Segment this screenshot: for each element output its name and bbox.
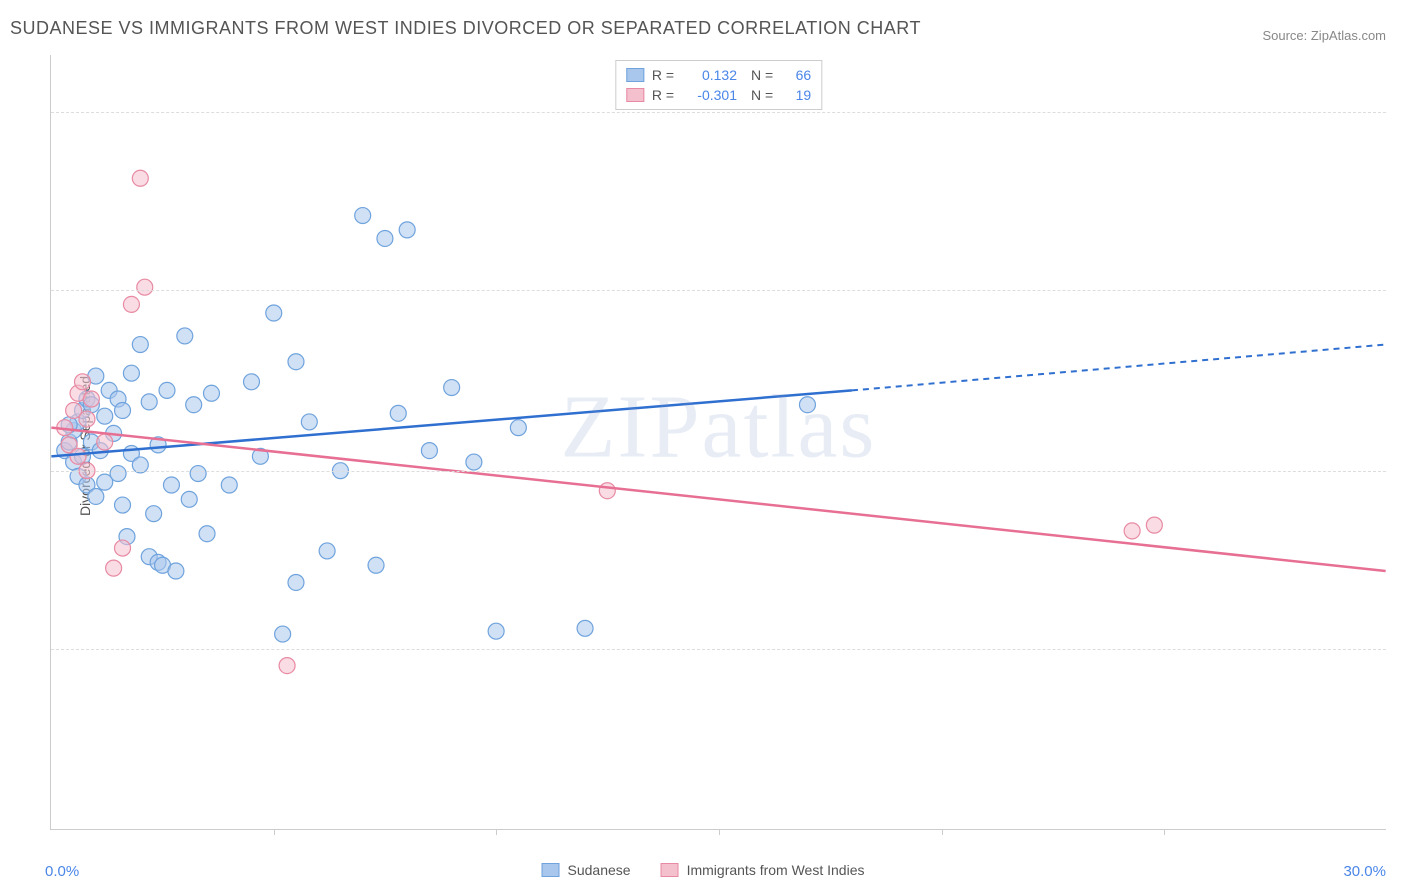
correlation-legend: R = 0.132 N = 66 R = -0.301 N = 19 — [615, 60, 822, 110]
data-point — [1146, 517, 1162, 533]
x-axis-min-label: 0.0% — [45, 863, 79, 880]
chart-container: SUDANESE VS IMMIGRANTS FROM WEST INDIES … — [0, 0, 1406, 892]
legend-item: Sudanese — [542, 862, 631, 878]
source-attribution: Source: ZipAtlas.com — [1262, 28, 1386, 43]
data-point — [488, 623, 504, 639]
data-point — [421, 443, 437, 459]
data-point — [399, 222, 415, 238]
data-point — [510, 420, 526, 436]
chart-svg — [51, 55, 1386, 829]
gridline — [51, 649, 1386, 650]
x-tick — [1164, 829, 1165, 835]
data-point — [181, 491, 197, 507]
x-tick — [719, 829, 720, 835]
data-point — [221, 477, 237, 493]
n-label: N = — [751, 87, 773, 103]
data-point — [146, 506, 162, 522]
data-point — [377, 230, 393, 246]
trend-line — [51, 390, 852, 456]
legend-swatch — [542, 863, 560, 877]
n-value: 19 — [781, 87, 811, 103]
legend-swatch — [626, 88, 644, 102]
data-point — [599, 483, 615, 499]
trend-line — [51, 428, 1385, 571]
trend-line-extrapolated — [852, 345, 1386, 391]
data-point — [288, 574, 304, 590]
data-point — [115, 497, 131, 513]
data-point — [115, 540, 131, 556]
data-point — [577, 620, 593, 636]
data-point — [106, 560, 122, 576]
legend-label: Immigrants from West Indies — [687, 862, 865, 878]
data-point — [83, 391, 99, 407]
r-label: R = — [652, 87, 674, 103]
data-point — [199, 526, 215, 542]
data-point — [137, 279, 153, 295]
data-point — [123, 296, 139, 312]
x-tick — [496, 829, 497, 835]
data-point — [163, 477, 179, 493]
data-point — [97, 434, 113, 450]
data-point — [301, 414, 317, 430]
series-legend: Sudanese Immigrants from West Indies — [542, 862, 865, 878]
legend-stat-row: R = -0.301 N = 19 — [626, 85, 811, 105]
data-point — [132, 337, 148, 353]
data-point — [75, 374, 91, 390]
chart-title: SUDANESE VS IMMIGRANTS FROM WEST INDIES … — [10, 18, 921, 39]
legend-swatch — [626, 68, 644, 82]
data-point — [279, 658, 295, 674]
data-point — [799, 397, 815, 413]
data-point — [390, 405, 406, 421]
data-point — [275, 626, 291, 642]
data-point — [132, 170, 148, 186]
data-point — [466, 454, 482, 470]
data-point — [444, 380, 460, 396]
x-axis-max-label: 30.0% — [1343, 863, 1386, 880]
legend-swatch — [661, 863, 679, 877]
r-value: -0.301 — [682, 87, 737, 103]
data-point — [97, 408, 113, 424]
data-point — [288, 354, 304, 370]
data-point — [88, 488, 104, 504]
data-point — [159, 382, 175, 398]
data-point — [177, 328, 193, 344]
data-point — [1124, 523, 1140, 539]
gridline — [51, 290, 1386, 291]
n-label: N = — [751, 67, 773, 83]
data-point — [123, 365, 139, 381]
data-point — [355, 208, 371, 224]
legend-stat-row: R = 0.132 N = 66 — [626, 65, 811, 85]
x-tick — [274, 829, 275, 835]
data-point — [266, 305, 282, 321]
r-label: R = — [652, 67, 674, 83]
plot-area: R =0.132N =66R =-0.301N =19 ZIPatlas 6.3… — [50, 55, 1386, 830]
data-point — [203, 385, 219, 401]
data-point — [319, 543, 335, 559]
legend-label: Sudanese — [568, 862, 631, 878]
data-point — [110, 466, 126, 482]
data-point — [168, 563, 184, 579]
data-point — [190, 466, 206, 482]
data-point — [244, 374, 260, 390]
data-point — [186, 397, 202, 413]
gridline — [51, 112, 1386, 113]
data-point — [79, 411, 95, 427]
gridline — [51, 471, 1386, 472]
data-point — [368, 557, 384, 573]
data-point — [141, 394, 157, 410]
legend-item: Immigrants from West Indies — [661, 862, 865, 878]
x-tick — [942, 829, 943, 835]
data-point — [70, 448, 86, 464]
r-value: 0.132 — [682, 67, 737, 83]
n-value: 66 — [781, 67, 811, 83]
data-point — [115, 402, 131, 418]
